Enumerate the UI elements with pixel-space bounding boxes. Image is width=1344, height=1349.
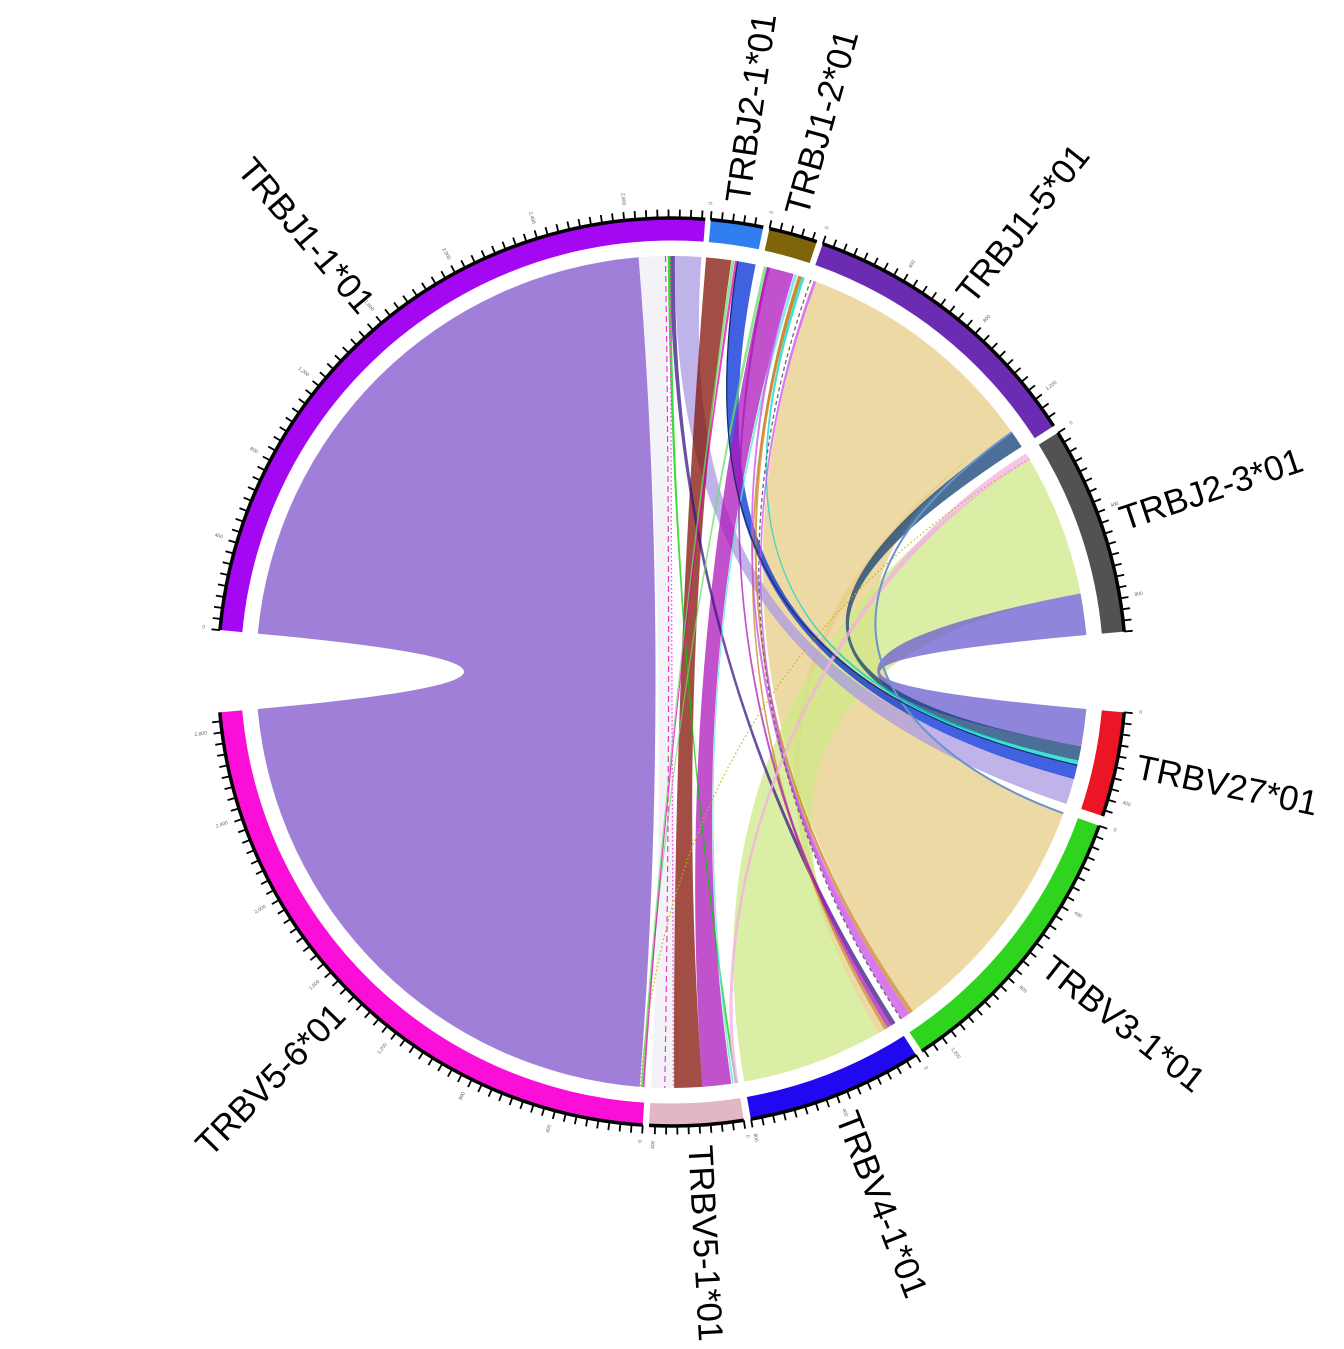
svg-text:400: 400 [650, 1140, 656, 1149]
